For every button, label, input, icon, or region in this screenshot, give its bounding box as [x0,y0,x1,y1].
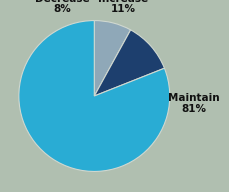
Wedge shape [94,30,164,96]
Wedge shape [19,21,169,171]
Text: Increase: Increase [98,0,147,4]
Text: 8%: 8% [54,4,71,14]
Text: Decrease: Decrease [35,0,90,4]
Text: 11%: 11% [110,4,135,14]
Text: 81%: 81% [181,104,205,114]
Text: Maintain: Maintain [167,93,219,103]
Wedge shape [94,21,130,96]
